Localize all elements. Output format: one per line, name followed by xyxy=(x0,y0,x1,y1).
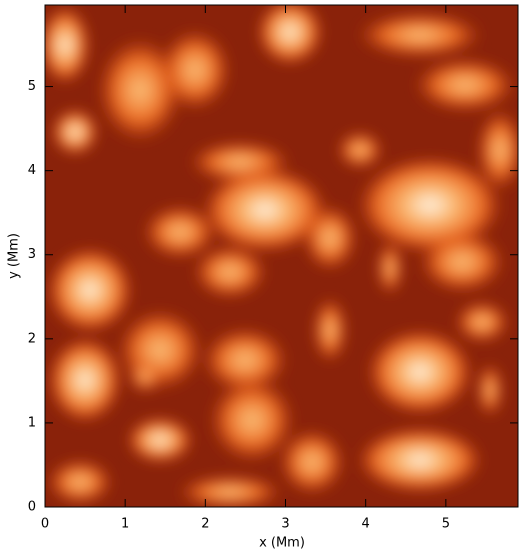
plot-frame xyxy=(44,4,519,508)
x-tick-label: 0 xyxy=(41,517,49,532)
granule xyxy=(378,242,402,294)
x-tick-label: 1 xyxy=(121,517,129,532)
x-tick-label: 5 xyxy=(442,517,450,532)
granule xyxy=(304,206,356,270)
y-tick-label: 2 xyxy=(28,331,36,346)
granule xyxy=(210,378,294,462)
granule xyxy=(358,428,482,492)
granule xyxy=(45,7,89,83)
y-tick-label: 5 xyxy=(28,79,36,94)
granule xyxy=(203,168,327,252)
granule xyxy=(258,5,322,64)
granule xyxy=(478,110,518,190)
granule xyxy=(194,246,266,298)
granule xyxy=(48,460,112,504)
x-axis-label: x (Mm) xyxy=(259,536,305,551)
granule xyxy=(368,330,472,414)
granule xyxy=(49,338,121,422)
y-axis-label: y (Mm) xyxy=(7,233,22,279)
granule xyxy=(280,430,344,494)
granule xyxy=(456,302,508,342)
intensity-image xyxy=(45,5,518,507)
granule xyxy=(314,298,346,362)
granule xyxy=(53,110,97,154)
granule xyxy=(420,232,504,292)
y-tick-label: 4 xyxy=(28,163,36,178)
granule xyxy=(338,132,382,168)
x-tick-label: 3 xyxy=(281,517,289,532)
x-tick-label: 4 xyxy=(362,517,370,532)
x-tick-label: 2 xyxy=(201,517,209,532)
granule xyxy=(178,476,282,507)
granule xyxy=(128,418,192,462)
granule xyxy=(358,157,502,253)
granule xyxy=(160,30,230,110)
y-tick-label: 3 xyxy=(28,247,36,262)
y-tick-label: 0 xyxy=(28,500,36,515)
granule xyxy=(203,328,287,392)
granule xyxy=(358,13,482,57)
granule xyxy=(129,360,161,392)
granule xyxy=(144,206,216,258)
granule xyxy=(48,248,132,332)
y-tick-label: 1 xyxy=(28,415,36,430)
granule xyxy=(415,59,515,111)
granule xyxy=(478,364,502,416)
